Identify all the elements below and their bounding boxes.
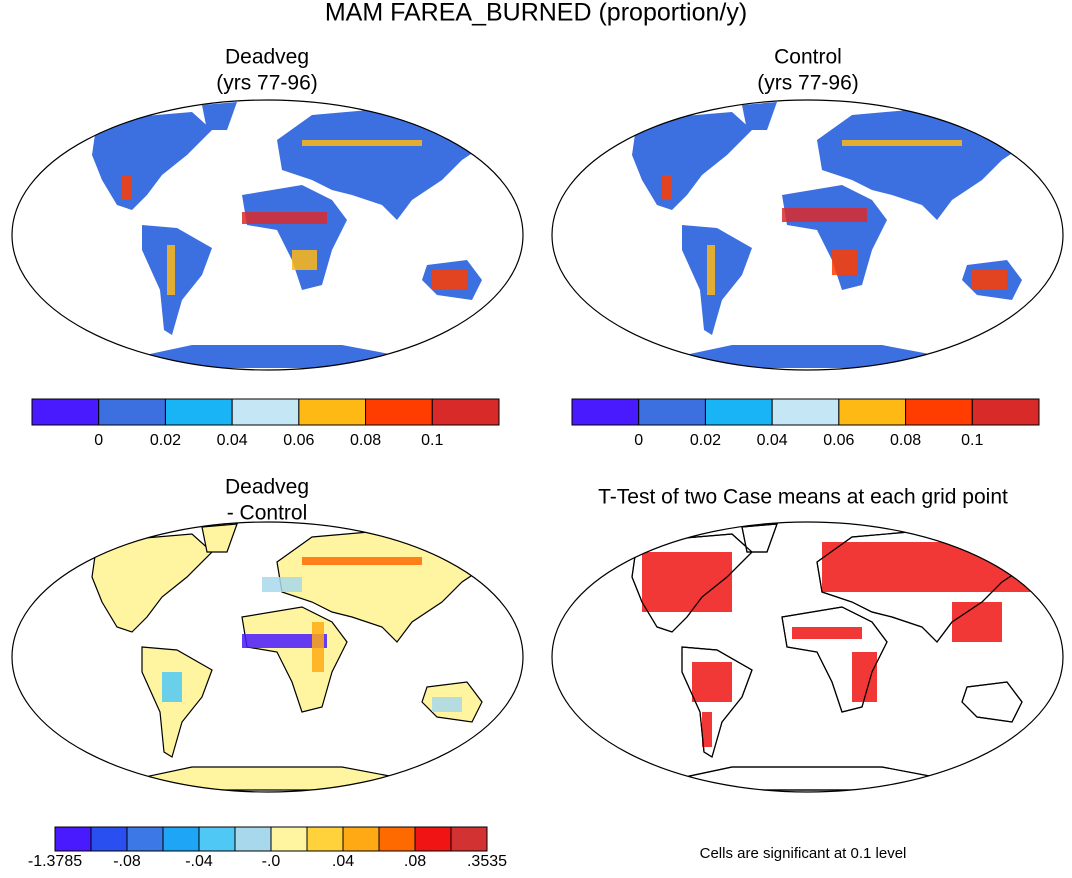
colorbar-box xyxy=(54,826,92,852)
burn-patch xyxy=(642,552,732,612)
map-area xyxy=(92,102,492,368)
burn-patch xyxy=(692,662,732,702)
map-border xyxy=(551,99,1064,371)
panel-subtitle: (yrs 77-96) xyxy=(757,72,859,95)
burn-patch xyxy=(122,175,132,200)
burn-patch xyxy=(262,577,302,592)
colorbar-box xyxy=(162,826,200,852)
burn-patch xyxy=(707,245,715,295)
burn-patch xyxy=(167,245,175,295)
panel-title: Deadveg xyxy=(225,476,309,499)
map-border xyxy=(11,521,524,793)
colorbar-label: 0 xyxy=(634,432,643,449)
colorbar-label: 0.06 xyxy=(823,432,854,449)
panel-title: Deadveg xyxy=(225,46,309,69)
burn-patch xyxy=(782,208,867,222)
burn-patch xyxy=(312,622,324,672)
colorbar-box xyxy=(431,398,500,426)
map xyxy=(11,99,524,371)
colorbar-box xyxy=(378,826,416,852)
land xyxy=(91,523,493,791)
colorbar-box xyxy=(198,826,236,852)
figure-title: MAM FAREA_BURNED (proportion/y) xyxy=(325,0,747,27)
colorbar-box xyxy=(414,826,452,852)
colorbar-box xyxy=(234,826,272,852)
burn-patch xyxy=(292,250,317,270)
burn-patch xyxy=(952,602,1002,642)
land xyxy=(92,102,492,368)
burn-patch xyxy=(832,250,857,275)
colorbar-box xyxy=(164,398,233,426)
land xyxy=(632,102,1032,368)
colorbar-box xyxy=(838,398,907,426)
colorbar-label: 0 xyxy=(94,432,103,449)
colorbar-box xyxy=(98,398,166,426)
burn-patch xyxy=(822,542,1032,592)
map-border xyxy=(11,99,524,371)
map xyxy=(551,521,1064,793)
map-area xyxy=(91,523,493,791)
colorbar-box xyxy=(704,398,773,426)
colorbar-box xyxy=(571,398,640,426)
map-area xyxy=(631,523,1033,791)
burn-patch xyxy=(842,140,962,146)
burn-patch xyxy=(792,627,862,639)
burn-patch xyxy=(972,270,1007,290)
colorbar-box xyxy=(306,826,344,852)
colorbar-label: 0.04 xyxy=(757,432,788,449)
colorbar-box xyxy=(31,398,100,426)
map xyxy=(551,99,1064,371)
colorbar-label: -.0 xyxy=(262,853,281,870)
burn-patch xyxy=(162,672,182,702)
burn-patch xyxy=(852,652,877,702)
colorbar-box xyxy=(638,398,706,426)
colorbar-label: 0.1 xyxy=(421,432,443,449)
colorbar-label: 0.08 xyxy=(890,432,921,449)
colorbar-box xyxy=(450,826,488,852)
map xyxy=(11,521,524,793)
burn-patch xyxy=(702,712,712,747)
colorbar-label: 0.04 xyxy=(217,432,248,449)
colorbar-label: 0.1 xyxy=(961,432,983,449)
colorbar-box xyxy=(270,826,308,852)
colorbar-label: 0.08 xyxy=(350,432,381,449)
burn-patch xyxy=(242,212,327,224)
colorbar-box xyxy=(342,826,380,852)
burn-patch xyxy=(302,140,422,146)
colorbar-box xyxy=(771,398,840,426)
colorbar-box xyxy=(298,398,367,426)
burn-patch xyxy=(302,557,422,565)
panel-subtitle: - Control xyxy=(227,502,308,525)
panel-title: Control xyxy=(774,46,842,69)
panel-subtitle: (yrs 77-96) xyxy=(216,72,318,95)
colorbar-label: -.04 xyxy=(185,853,213,870)
panel-title: T-Test of two Case means at each grid po… xyxy=(598,486,1008,509)
burn-patch xyxy=(242,634,327,648)
colorbar-box xyxy=(905,398,973,426)
colorbar-label: 0.02 xyxy=(690,432,721,449)
map-border xyxy=(551,521,1064,793)
colorbar-label: 0.02 xyxy=(150,432,181,449)
map-area xyxy=(632,102,1032,368)
colorbar-label: .04 xyxy=(332,853,354,870)
colorbar-label: -1.3785 xyxy=(28,853,82,870)
colorbar-label: 0.06 xyxy=(283,432,314,449)
colorbar-box xyxy=(231,398,300,426)
colorbar-label: -.08 xyxy=(113,853,141,870)
colorbar-box xyxy=(90,826,128,852)
colorbar-label: .08 xyxy=(404,853,426,870)
colorbar-box xyxy=(971,398,1040,426)
colorbar-box xyxy=(365,398,433,426)
burn-patch xyxy=(432,697,462,712)
colorbar-box xyxy=(126,826,164,852)
note: Cells are significant at 0.1 level xyxy=(700,845,907,862)
burn-patch xyxy=(662,175,672,200)
colorbar-label: .3535 xyxy=(467,853,507,870)
burn-patch xyxy=(432,270,467,290)
